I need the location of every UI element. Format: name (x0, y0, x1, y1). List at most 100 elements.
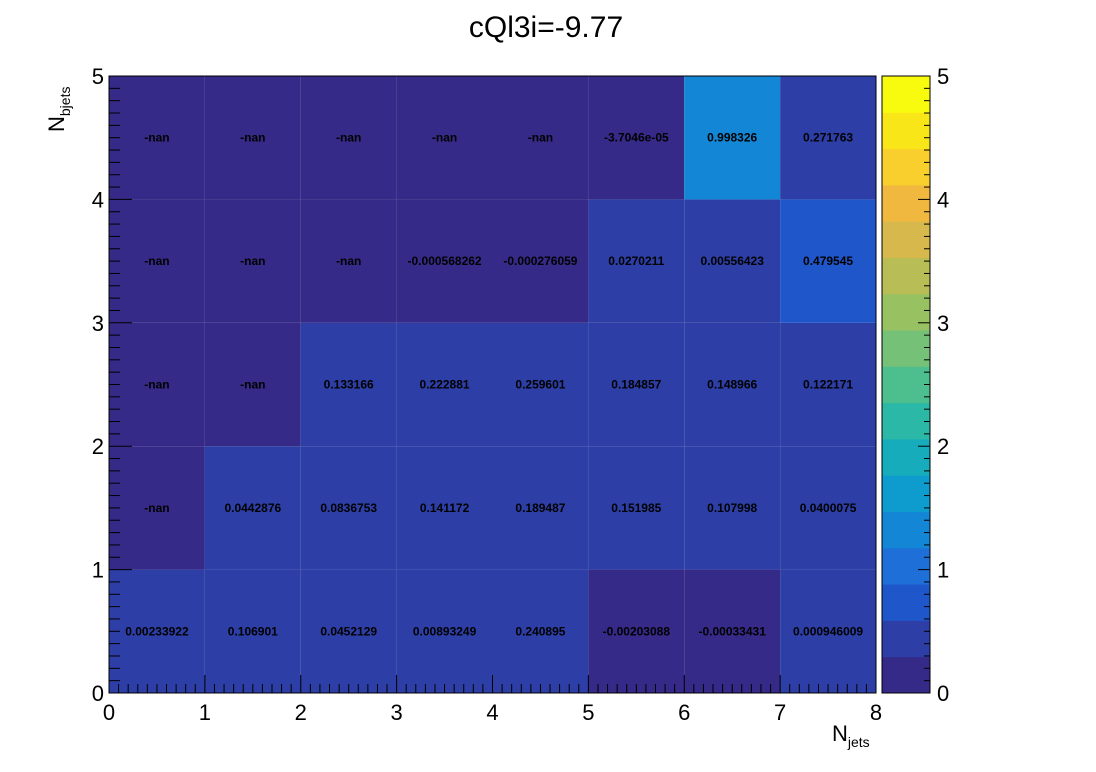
y-tick-label: 3 (92, 311, 104, 336)
heatmap-cell (204, 569, 301, 693)
cell-value-label: 0.479545 (803, 254, 853, 268)
x-tick-label: 2 (295, 700, 307, 725)
cell-value-label: 0.240895 (515, 624, 565, 638)
heatmap-cell (588, 199, 685, 323)
x-tick-label: 4 (486, 700, 498, 725)
x-tick-label: 3 (391, 700, 403, 725)
x-tick-label: 6 (678, 700, 690, 725)
y-axis-label-main: N (44, 116, 69, 132)
cell-value-label: 0.0442876 (224, 501, 281, 515)
cell-value-label: 0.0270211 (608, 254, 664, 268)
heatmap-cell (684, 569, 781, 693)
heatmap-cell (396, 76, 493, 200)
cell-value-label: 0.000946009 (793, 624, 863, 638)
x-axis-label-sub: jets (847, 734, 870, 750)
color-scale-segment (882, 547, 930, 585)
heatmap-cell (204, 199, 301, 323)
cell-value-label: -nan (528, 131, 553, 145)
cell-value-label: -0.00033431 (698, 624, 766, 638)
y-tick-label: 1 (92, 558, 104, 583)
cell-value-label: 0.0836753 (320, 501, 377, 515)
heatmap-cell (492, 199, 589, 323)
cell-value-label: 0.133166 (324, 378, 374, 392)
y-tick-label: 0 (92, 681, 104, 706)
heatmap-cell (396, 322, 493, 447)
color-scale-segment (882, 438, 930, 476)
cell-value-label: -nan (336, 131, 361, 145)
color-scale-segment (882, 112, 930, 150)
cell-value-label: 0.184857 (611, 378, 661, 392)
color-scale-segment (882, 402, 930, 440)
chart-title: cQl3i=-9.77 (469, 11, 623, 44)
heatmap-cell (780, 322, 876, 447)
heatmap-cell (492, 76, 589, 200)
color-scale-tick-label: 1 (937, 558, 949, 583)
color-scale-segment (882, 366, 930, 404)
heatmap-cell (396, 569, 493, 693)
heatmap-cell (588, 569, 685, 693)
heatmap-cell (300, 76, 397, 200)
heatmap-cell (396, 446, 493, 570)
heatmap-cell (109, 446, 205, 570)
cell-value-label: 0.0452129 (320, 624, 377, 638)
color-scale-tick-label: 2 (937, 434, 949, 459)
cell-value-label: -nan (336, 254, 361, 268)
cell-value-label: 0.189487 (515, 501, 565, 515)
color-scale-tick-label: 3 (937, 311, 949, 336)
x-tick-label: 0 (103, 700, 115, 725)
cell-value-label: -0.000568262 (408, 254, 482, 268)
color-scale-segment (882, 184, 930, 222)
x-axis-label-main: N (832, 721, 848, 746)
y-axis: 0 1 2 3 4 5 (92, 64, 132, 706)
color-scale-segment (882, 475, 930, 513)
heatmap-cell (492, 446, 589, 570)
cell-value-label: 0.122171 (803, 378, 853, 392)
color-scale-segment (882, 257, 930, 295)
heatmap-cell (588, 446, 685, 570)
x-tick-label: 8 (870, 700, 882, 725)
color-scale-segment (882, 584, 930, 621)
heatmap-cell (109, 76, 205, 200)
heatmap-cell (300, 322, 397, 447)
cell-value-labels: 0.00233922 0.106901 0.0452129 0.00893249 0.2… (125, 131, 863, 639)
y-axis-label: Nbjets (44, 87, 73, 132)
cell-value-label: -nan (240, 254, 265, 268)
cell-value-label: 0.151985 (611, 501, 661, 515)
cell-value-label: -nan (240, 378, 265, 392)
heatmap-cell (204, 446, 301, 570)
heatmap-cell (684, 199, 781, 323)
color-scale-segment (882, 620, 930, 658)
cell-value-label: 0.00893249 (413, 624, 477, 638)
cell-value-label: -0.000276059 (503, 254, 577, 268)
heatmap-cell (684, 322, 781, 447)
x-axis-label: Njets (832, 721, 870, 750)
heatmap-cell (684, 446, 781, 570)
color-scale-segment (882, 148, 930, 186)
heatmap-cell (109, 569, 205, 693)
color-scale-segment (882, 293, 930, 331)
y-tick-label: 5 (92, 64, 104, 89)
cell-value-label: -nan (240, 131, 265, 145)
x-tick-label: 1 (199, 700, 211, 725)
cell-value-label: 0.998326 (707, 131, 757, 145)
heatmap-cell (109, 199, 205, 323)
heatmap-cell (780, 569, 876, 693)
cell-value-label: 0.259601 (515, 378, 565, 392)
cell-value-label: 0.141172 (420, 501, 470, 515)
heatmap-cell (492, 322, 589, 447)
color-scale-tick-label: 5 (937, 64, 949, 89)
color-scale-segment (882, 656, 930, 694)
cell-value-label: -nan (144, 131, 169, 145)
heatmap-cells (109, 76, 876, 693)
cell-value-label: -3.7046e-05 (604, 131, 669, 145)
heatmap-cell (780, 446, 876, 570)
cell-value-label: -nan (144, 378, 169, 392)
heatmap-cell (300, 199, 397, 323)
x-axis: 0 1 2 3 4 5 6 7 8 (103, 675, 882, 725)
heatmap-cell (300, 569, 397, 693)
cell-value-label: 0.148966 (707, 378, 757, 392)
heatmap-cell (588, 322, 685, 447)
heatmap-cell (204, 76, 301, 200)
heatmap-cell (588, 76, 685, 200)
